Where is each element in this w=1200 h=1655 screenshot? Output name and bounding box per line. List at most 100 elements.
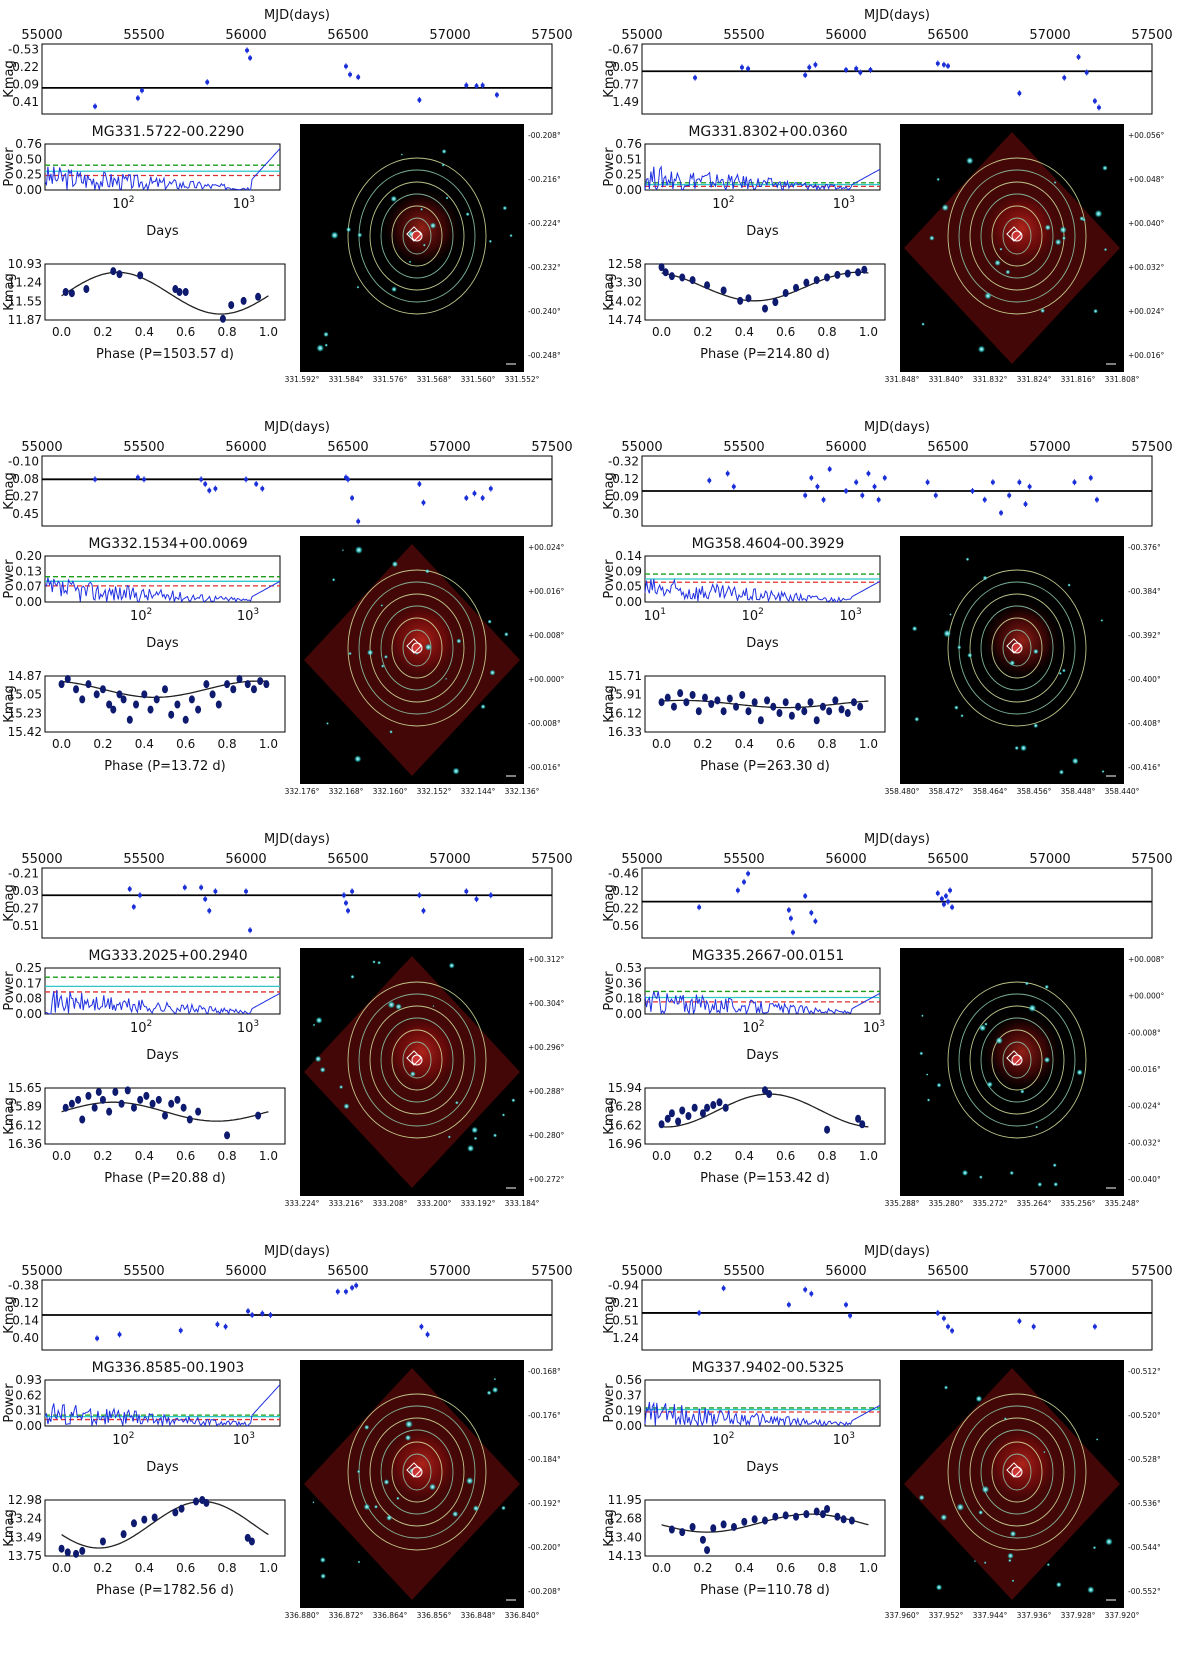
image-ytick: -00.384° <box>1128 587 1161 596</box>
phase-xtick: 0.2 <box>93 325 112 339</box>
image-star <box>960 714 964 718</box>
image-star <box>921 1014 924 1018</box>
image-star <box>1094 209 1103 218</box>
lc-xtick: 57000 <box>1029 28 1070 43</box>
lc-point <box>350 889 355 894</box>
phase-ylabel: Kmag <box>602 1097 617 1134</box>
image-star <box>1059 226 1067 234</box>
lc-point <box>876 497 881 502</box>
image-star <box>1053 181 1057 184</box>
phase-point <box>726 694 733 703</box>
image-contour <box>391 1029 443 1091</box>
image-ytick: -00.216° <box>528 175 561 184</box>
lc-point <box>1084 70 1089 75</box>
image-red-nebula <box>382 1424 462 1504</box>
image-star <box>465 212 470 217</box>
image-star <box>404 1434 412 1441</box>
panel-2: MJD(days) 55000 55500 56000 56500 57000 57500 -… <box>2 420 573 796</box>
image-xtick: 335.288° <box>885 1199 920 1208</box>
phase-point <box>182 715 189 724</box>
phase-point <box>73 685 80 694</box>
lc-point <box>790 930 795 935</box>
lc-ytick: 0.05 <box>612 60 639 74</box>
lc-point <box>268 1313 273 1317</box>
phase-ylabel: Kmag <box>2 1509 17 1546</box>
lc-point <box>1062 75 1067 80</box>
lc-ylabel: Kmag <box>2 60 17 97</box>
lc-ytick: 0.27 <box>12 489 39 503</box>
image-contour <box>980 1017 1054 1103</box>
lc-point <box>199 477 204 482</box>
lc-point <box>203 482 208 486</box>
image-star <box>977 345 986 353</box>
lc-ytick: 0.77 <box>612 77 639 91</box>
image-star <box>911 625 918 632</box>
lc-xtick: 57000 <box>1029 852 1070 867</box>
phase-point <box>91 1103 98 1112</box>
phase-point <box>137 1095 144 1104</box>
lc-point <box>693 75 698 80</box>
lc-point <box>803 1287 808 1292</box>
phase-point <box>850 698 857 707</box>
phase-point <box>751 1515 758 1524</box>
image-star <box>936 177 940 182</box>
phase-xtick: 1.0 <box>859 325 878 339</box>
image-contour <box>1002 1453 1032 1491</box>
panel-1: MJD(days) 55000 55500 56000 56500 57000 57500 -… <box>602 8 1173 384</box>
image-contour <box>947 981 1087 1139</box>
phase-xtick: 0.8 <box>818 325 837 339</box>
lc-xtick: 55500 <box>123 852 164 867</box>
image-ytick: -00.512° <box>1128 1367 1161 1376</box>
image-contour <box>947 1393 1087 1551</box>
phase-point <box>209 690 216 699</box>
image-ytick: +00.024° <box>1128 307 1165 316</box>
lc-xlabel: MJD(days) <box>864 8 930 23</box>
lc-point <box>815 484 820 489</box>
phase-ytick: 12.58 <box>608 257 642 271</box>
image-ytick: +00.000° <box>1128 992 1165 1001</box>
phase-point <box>772 298 779 307</box>
lc-ytick: 0.40 <box>12 1331 39 1345</box>
phase-point <box>174 700 181 709</box>
image-xtick: 331.592° <box>285 375 320 384</box>
lc-frame <box>41 43 553 115</box>
image-ytick: -00.184° <box>528 1455 561 1464</box>
image-star <box>941 204 949 212</box>
image-star <box>424 643 432 651</box>
phase-point <box>658 698 665 707</box>
image-star <box>395 1003 402 1010</box>
lc-xtick: 57000 <box>429 1264 470 1279</box>
phase-ytick: 14.02 <box>608 294 642 308</box>
phase-point <box>824 1125 831 1134</box>
lc-point <box>178 1328 183 1333</box>
image-ytick: +00.008° <box>528 631 565 640</box>
periodogram-title: MG331.5722-00.2290 <box>92 124 245 140</box>
phase-point <box>95 1087 102 1096</box>
lc-point <box>742 880 746 884</box>
periodogram-xtick: 103 <box>863 1019 885 1036</box>
phase-point <box>141 690 148 699</box>
image-star <box>509 233 513 238</box>
lc-point <box>858 70 863 75</box>
image-xtick: 358.440° <box>1105 787 1140 796</box>
image-xtick: 331.832° <box>973 375 1008 384</box>
phase-point <box>64 1548 71 1557</box>
image-contour <box>402 1041 432 1079</box>
periodogram-ytick: 0.00 <box>615 1419 642 1433</box>
image-star <box>983 1561 987 1565</box>
phase-point <box>737 296 744 305</box>
image-star <box>491 1386 499 1394</box>
phase-point <box>228 301 235 310</box>
phase-point <box>801 707 808 716</box>
periodogram-xtick: 102 <box>742 607 764 624</box>
lc-point <box>941 1316 946 1321</box>
image-xtick: 335.280° <box>929 1199 964 1208</box>
phase-point <box>64 675 71 684</box>
phase-point <box>168 1099 175 1108</box>
periodogram-ytick: 0.00 <box>615 595 642 609</box>
periodogram-ylabel: Power <box>2 147 17 187</box>
image-xtick: 333.216° <box>329 1199 364 1208</box>
lc-point <box>933 493 938 498</box>
image-xtick: 332.136° <box>505 787 540 796</box>
lc-point <box>356 519 361 524</box>
